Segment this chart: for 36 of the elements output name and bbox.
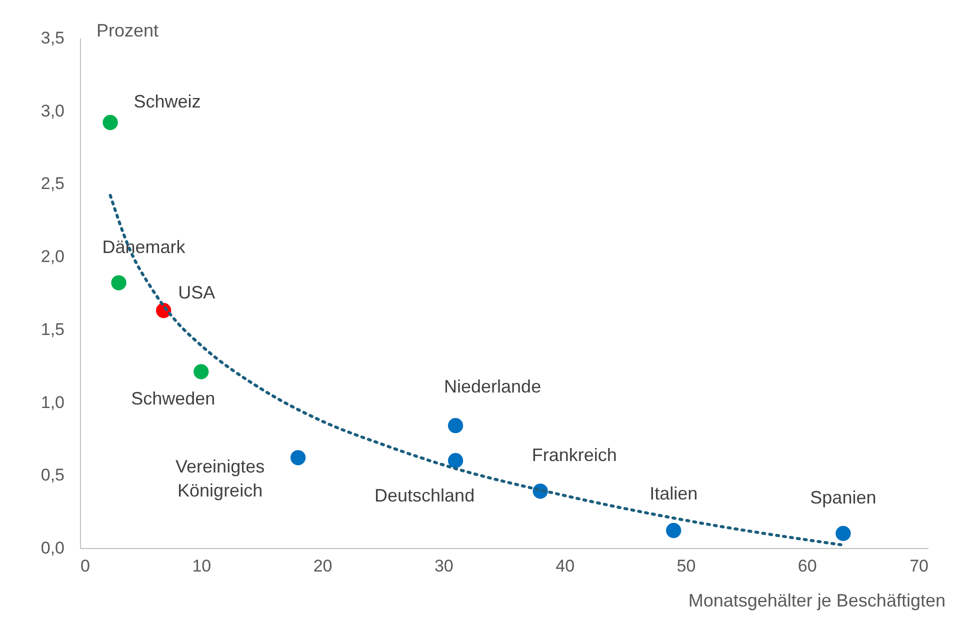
x-tick-label: 50 [676, 556, 696, 576]
y-tick-label: 3,0 [40, 101, 64, 120]
point [666, 522, 682, 538]
x-tick-label: 0 [80, 556, 90, 576]
series-label: Frankreich [532, 445, 617, 466]
point [836, 526, 851, 541]
series-label: Italien [650, 484, 698, 504]
series-label: Niederlande [444, 376, 542, 397]
y-tick-label: 2,0 [40, 247, 64, 266]
point [194, 364, 209, 380]
point [448, 453, 464, 468]
series-label: Vereinigtes Königreich [176, 456, 265, 501]
y-tick-label: 0,0 [40, 538, 64, 558]
y-tick-label: 1,5 [40, 320, 64, 339]
point [102, 114, 118, 130]
series-label: Schweiz [134, 92, 201, 112]
y-axis-title: Prozent [96, 20, 159, 40]
y-tick-label: 3,5 [40, 28, 64, 48]
point [448, 418, 464, 434]
x-tick-label: 20 [313, 556, 332, 576]
point [111, 275, 126, 290]
y-tick-label: 0,5 [40, 466, 64, 485]
series-label: Spanien [810, 487, 876, 508]
y-tick-label: 1,0 [40, 392, 64, 412]
x-tick-label: 40 [556, 556, 575, 576]
x-tick-label: 60 [798, 556, 817, 576]
x-tick-label: 10 [192, 556, 212, 576]
point [290, 450, 306, 466]
x-tick-label: 30 [434, 556, 454, 576]
series-label: Deutschland [374, 486, 475, 506]
series-label: USA [178, 282, 216, 302]
series-label: Schweden [131, 388, 216, 409]
x-tick-label: 70 [910, 556, 928, 576]
x-axis-title: Monatsgehälter je Beschäftigten [688, 590, 946, 610]
y-tick-label: 2,5 [40, 174, 64, 194]
series-label: Dänemark [102, 236, 186, 257]
